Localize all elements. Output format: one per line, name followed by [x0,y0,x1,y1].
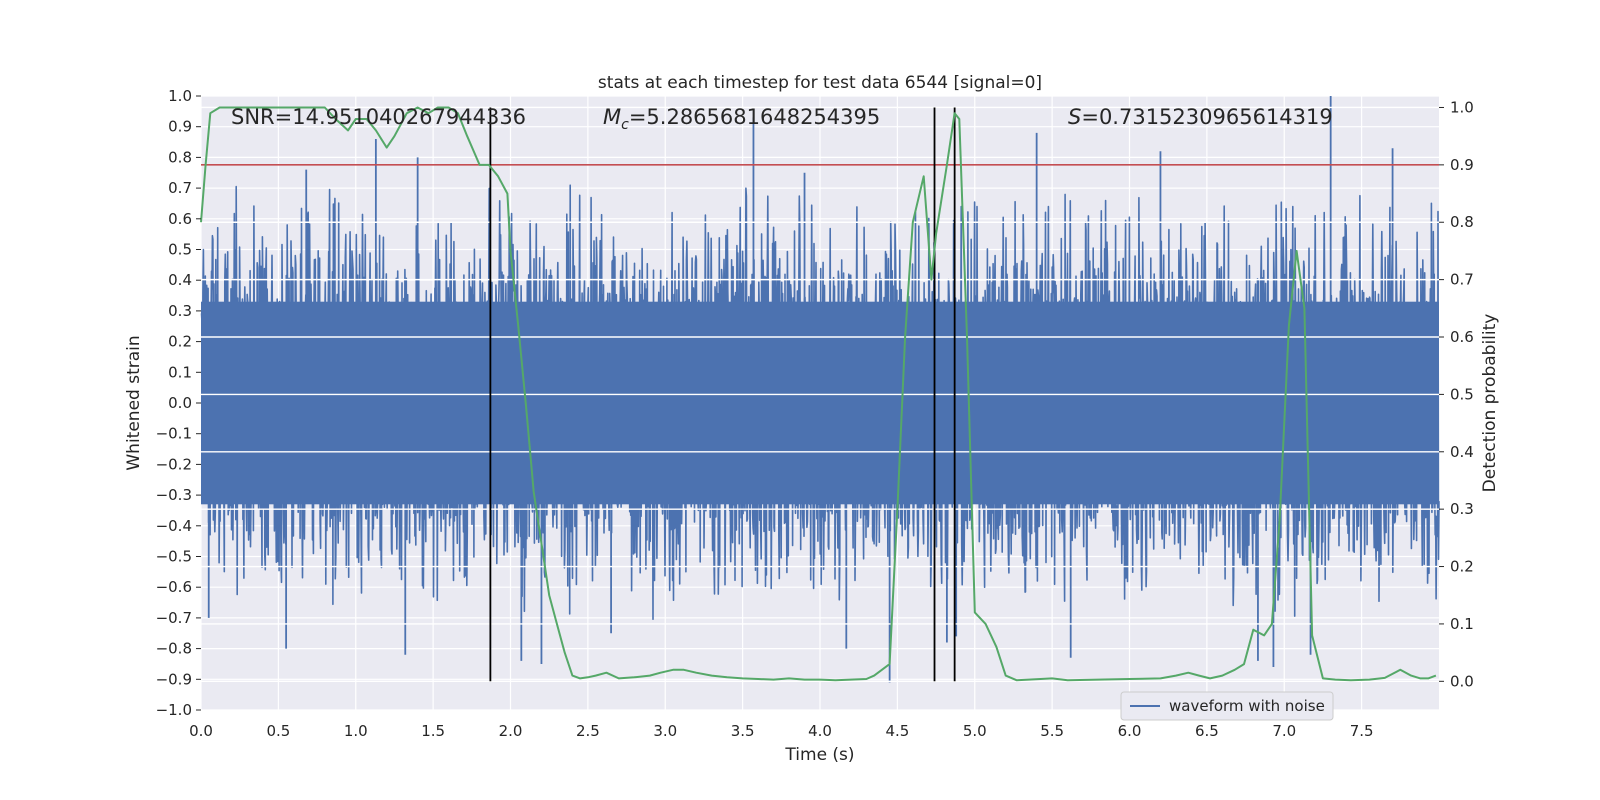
x-tick-label: 6.0 [1118,722,1142,740]
x-tick-label: 7.0 [1272,722,1296,740]
y-left-tick-label: 0.7 [168,179,192,197]
x-tick-label: 3.5 [731,722,755,740]
y-right-tick-label: 0.0 [1450,672,1474,690]
y-right-tick-label: 0.5 [1450,385,1474,403]
y-right-tick-label: 1.0 [1450,98,1474,116]
y-left-tick-label: −0.4 [156,517,192,535]
snr-annotation: SNR=14.951040267944336 [231,105,526,129]
s-value: =0.7315230965614319 [1081,105,1332,129]
x-tick-label: 1.0 [344,722,368,740]
legend: waveform with noise [1120,691,1334,721]
x-tick-label: 5.5 [1040,722,1064,740]
chirp-mass-annotation: Mc=5.2865681648254395 [603,105,880,133]
legend-label-waveform: waveform with noise [1169,697,1325,715]
y-left-tick-label: −0.2 [156,455,192,473]
x-tick-label: 4.0 [808,722,832,740]
y-right-tick-label: 0.7 [1450,271,1474,289]
y-left-tick-label: 0.9 [168,118,192,136]
chirp-mass-value: =5.2865681648254395 [629,105,880,129]
y-left-tick-label: 0.8 [168,148,192,166]
y-right-tick-label: 0.6 [1450,328,1474,346]
y-left-tick-label: −0.1 [156,425,192,443]
y-right-tick-label: 0.1 [1450,615,1474,633]
legend-box [1120,691,1334,721]
s-symbol: S [1068,105,1081,129]
y-right-tick-label: 0.4 [1450,443,1474,461]
y-left-tick-label: 0.2 [168,333,192,351]
x-tick-label: 7.5 [1350,722,1374,740]
x-tick-label: 2.0 [499,722,523,740]
y-axis-left-label: Whitened strain [124,335,144,470]
y-left-tick-label: 0.5 [168,241,192,259]
detection-probability-line [200,106,1437,682]
overlay-lines [200,106,1439,682]
y-left-tick-label: 0.1 [168,363,192,381]
x-tick-label: 3.0 [653,722,677,740]
y-left-tick-label: −1.0 [156,701,192,719]
x-tick-label: 0.5 [266,722,290,740]
y-left-tick-label: −0.8 [156,640,192,658]
x-tick-label: 4.5 [885,722,909,740]
y-left-tick-label: −0.9 [156,670,192,688]
waveform-series [200,96,1440,683]
y-left-tick-label: 1.0 [168,87,192,105]
x-tick-label: 6.5 [1195,722,1219,740]
x-tick-label: 1.5 [421,722,445,740]
y-left-tick-label: 0.0 [168,394,192,412]
y-left-tick-label: 0.6 [168,210,192,228]
waveform-core-band [201,301,1439,505]
y-left-tick-label: −0.5 [156,548,192,566]
y-left-tick-label: −0.7 [156,609,192,627]
y-right-tick-label: 0.2 [1450,558,1474,576]
y-right-tick-label: 0.9 [1450,156,1474,174]
chirp-mass-symbol: M [603,105,621,129]
chart-title: stats at each timestep for test data 654… [598,73,1042,93]
y-right-tick-label: 0.3 [1450,500,1474,518]
chirp-mass-subscript: c [621,117,629,133]
tick-labels: 0.0 0.5 1.0 1.5 2.0 2.5 3.0 3.5 4.0 4.5 5.0 5.5 6.0 6… [156,87,1474,740]
x-axis-label: Time (s) [784,745,854,765]
s-annotation: S=0.7315230965614319 [1068,105,1333,129]
y-right-tick-label: 0.8 [1450,213,1474,231]
x-tick-label: 2.5 [576,722,600,740]
x-tick-label: 0.0 [189,722,213,740]
y-left-tick-label: 0.4 [168,271,192,289]
x-tick-label: 5.0 [963,722,987,740]
y-axis-right-label: Detection probability [1480,314,1500,493]
y-left-tick-label: −0.6 [156,578,192,596]
y-left-tick-label: −0.3 [156,486,192,504]
y-left-tick-label: 0.3 [168,302,192,320]
